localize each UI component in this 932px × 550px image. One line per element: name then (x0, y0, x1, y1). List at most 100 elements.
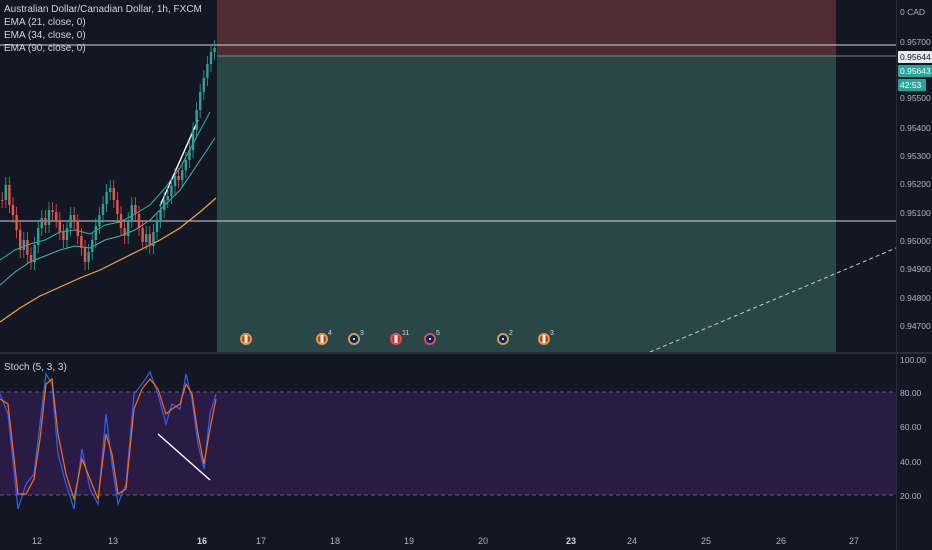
price-tick-label: 0.95500 (900, 93, 931, 103)
stoch-k-line (0, 370, 217, 510)
candle-body (87, 252, 90, 262)
price-tick-label: 0.95200 (900, 179, 931, 189)
stochastic-pane[interactable] (0, 354, 896, 530)
candle-body (69, 215, 72, 228)
stoch-tick-label: 40.00 (900, 457, 922, 467)
candle-body (55, 212, 58, 220)
ema21-legend[interactable]: EMA (21, close, 0) (4, 17, 86, 28)
candle-body (40, 218, 43, 228)
trend-line[interactable] (159, 119, 199, 207)
event-count: 2 (509, 330, 513, 337)
candle-body (177, 176, 180, 180)
candle-body (141, 228, 144, 242)
candle-body (44, 218, 47, 225)
candle-body (184, 160, 187, 170)
price-chart[interactable] (0, 0, 896, 352)
candle-body (206, 64, 209, 78)
pane-divider[interactable] (0, 352, 932, 354)
stoch-tick-label: 80.00 (900, 388, 922, 398)
candle-body (4, 185, 7, 200)
candle-body (134, 205, 137, 214)
candle-body (202, 78, 205, 92)
ca-flag-icon (240, 333, 252, 345)
time-tick-label: 17 (256, 536, 267, 546)
candle-body (191, 130, 195, 150)
candle-body (33, 245, 36, 262)
stoch-tick-label: 60.00 (900, 422, 922, 432)
stoch-band (0, 392, 896, 495)
stoch-label[interactable]: Stoch (5, 3, 3) (4, 362, 67, 373)
stoch-divergence-line[interactable] (157, 433, 211, 481)
candle-body (80, 236, 83, 248)
time-tick-label: 19 (404, 536, 415, 546)
candle-body (213, 48, 216, 52)
candle-body (29, 255, 33, 262)
candle-body (11, 205, 15, 215)
bid-price-tag: 0.95644 (898, 51, 932, 63)
time-tick-label: 18 (330, 536, 341, 546)
candle-body (58, 220, 61, 232)
candle-body (65, 228, 69, 240)
time-tick-label: 26 (776, 536, 787, 546)
ema34-line (0, 137, 216, 286)
stop-loss-zone[interactable] (217, 0, 836, 56)
candle-body (8, 185, 11, 205)
candle-body (163, 200, 166, 210)
candle-body (83, 248, 87, 262)
price-tick-label: 0.95100 (900, 208, 931, 218)
candle-body (1, 200, 4, 201)
axis-separator (896, 0, 897, 550)
candle-body (116, 200, 119, 214)
time-tick-label: 25 (701, 536, 712, 546)
candle-body (98, 215, 101, 226)
candle-body (170, 186, 173, 196)
candle-body (145, 234, 148, 242)
au-flag-icon (348, 333, 360, 345)
candle-body (26, 240, 29, 255)
last-price-tag: 0.95643 (898, 65, 932, 77)
candle-body (101, 204, 105, 215)
price-tick-label: 0.94900 (900, 264, 931, 274)
candle-body (148, 234, 151, 246)
candle-body (166, 196, 169, 200)
projection-dashed-line[interactable] (649, 247, 896, 352)
ca-flag-icon (316, 333, 328, 345)
event-count: 3 (550, 330, 554, 337)
candle-body (19, 230, 22, 250)
candle-body (76, 222, 79, 236)
candle-body (62, 232, 65, 240)
candle-body (37, 228, 40, 245)
price-tick-label: 0.95300 (900, 151, 931, 161)
candle-body (51, 210, 54, 212)
take-profit-zone[interactable] (217, 56, 836, 352)
time-tick-label: 23 (566, 536, 577, 546)
candle-body (94, 226, 97, 240)
time-axis[interactable]: 12 13 16 17 18 19 20 23 24 25 26 27 (0, 530, 896, 550)
event-count: 5 (436, 330, 440, 337)
price-tick-label: 0.95400 (900, 123, 931, 133)
candle-body (155, 220, 159, 232)
candle-body (127, 220, 130, 236)
candle-body (105, 192, 108, 204)
ema90-legend[interactable]: EMA (90, close, 0) (4, 43, 86, 54)
chart-legend[interactable]: Australian Dollar/Canadian Dollar, 1h, F… (4, 3, 202, 55)
candle-body (109, 188, 112, 192)
candle-body (199, 92, 202, 110)
candle-body (47, 210, 51, 225)
event-count: 3 (360, 330, 364, 337)
symbol-title[interactable]: Australian Dollar/Canadian Dollar, 1h, F… (4, 4, 202, 15)
candle-body (195, 110, 198, 130)
price-tick-label: 0.94800 (900, 293, 931, 303)
time-tick-label: 16 (197, 536, 208, 546)
candle-body (15, 215, 18, 230)
candle-body (22, 240, 25, 250)
candle-body (181, 170, 184, 180)
time-tick-label: 13 (108, 536, 119, 546)
candle-body (173, 176, 177, 186)
au-flag-icon (424, 333, 436, 345)
ca-flag-icon (538, 333, 550, 345)
time-tick-label: 12 (32, 536, 43, 546)
candle-body (123, 228, 126, 236)
stoch-d-line (0, 377, 217, 502)
ema34-legend[interactable]: EMA (34, close, 0) (4, 30, 86, 41)
